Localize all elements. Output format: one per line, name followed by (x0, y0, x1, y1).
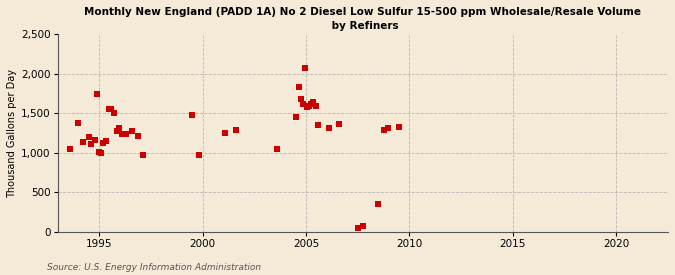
Point (230, 128, 241, 132)
Point (310, 104, 321, 109)
Point (101, 139, 111, 143)
Point (187, 113, 198, 117)
Point (194, 153, 205, 158)
Point (94, 150, 105, 154)
Point (306, 102, 317, 106)
Point (121, 132, 132, 136)
Point (296, 97, 306, 101)
Point (394, 125, 404, 129)
Point (98, 141, 109, 146)
Point (313, 123, 324, 128)
Point (104, 107, 115, 112)
Point (300, 65, 310, 70)
Point (108, 111, 119, 116)
Point (358, 224, 369, 229)
Point (302, 105, 313, 109)
Point (85, 142, 96, 146)
Title: Monthly New England (PADD 1A) No 2 Diesel Low Sulfur 15-500 ppm Wholesale/Resale: Monthly New England (PADD 1A) No 2 Diese… (84, 7, 641, 31)
Point (96, 151, 107, 155)
Y-axis label: Thousand Gallons per Day: Thousand Gallons per Day (7, 69, 17, 198)
Point (373, 202, 384, 206)
Point (65, 147, 76, 151)
Point (127, 129, 138, 133)
Point (116, 132, 127, 136)
Point (92, 92, 103, 96)
Point (137, 153, 148, 158)
Point (73, 121, 84, 125)
Point (304, 103, 315, 108)
Point (352, 226, 363, 230)
Point (290, 114, 301, 119)
Point (378, 128, 389, 132)
Point (106, 106, 117, 111)
Point (133, 133, 144, 138)
Point (271, 147, 282, 151)
Point (77, 140, 88, 144)
Point (323, 126, 334, 131)
Point (298, 102, 309, 106)
Point (111, 129, 122, 133)
Point (83, 135, 94, 139)
Point (333, 122, 344, 127)
Point (308, 99, 319, 104)
Text: Source: U.S. Energy Information Administration: Source: U.S. Energy Information Administ… (47, 263, 261, 272)
Point (113, 125, 124, 130)
Point (220, 131, 231, 135)
Point (294, 84, 304, 89)
Point (382, 126, 393, 131)
Point (90, 138, 101, 142)
